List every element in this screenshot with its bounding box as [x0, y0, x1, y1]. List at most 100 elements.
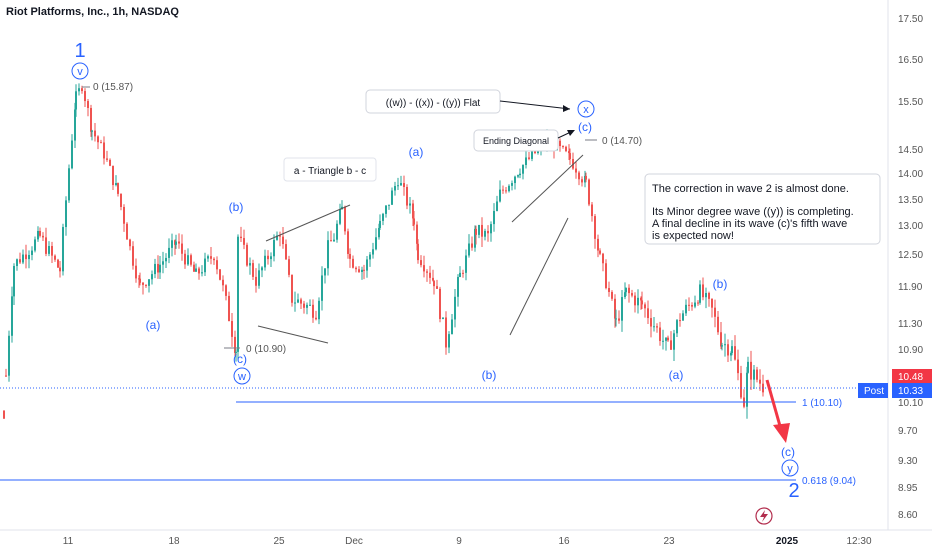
candle-body — [631, 293, 633, 296]
candle-body — [282, 236, 284, 245]
candle-body — [756, 369, 758, 380]
candle-body — [162, 261, 164, 265]
note-line-3: A final decline in its wave (c)'s fifth … — [652, 218, 847, 230]
wave-label-c1: (c) — [233, 352, 247, 366]
candle-body — [210, 256, 212, 259]
candle-body — [115, 183, 117, 186]
candle-body — [731, 346, 733, 353]
candle-body — [97, 136, 99, 143]
candle-body — [126, 223, 128, 240]
candle-body — [54, 255, 56, 260]
wave-label-c2: (c) — [578, 120, 592, 134]
time-axis[interactable]: 11 18 25 Dec 9 16 23 2025 12:30 — [63, 536, 872, 547]
level-9-04-label: 0.618 (9.04) — [802, 476, 856, 487]
candle-body — [372, 249, 374, 255]
price-axis[interactable]: 17.50 16.50 15.50 14.50 14.00 13.50 13.0… — [898, 14, 923, 521]
y-tick-10-90: 10.90 — [898, 345, 923, 356]
candle-body — [106, 158, 108, 160]
candle-body — [717, 316, 719, 333]
candle-body — [91, 130, 93, 132]
candle-body — [129, 239, 131, 247]
flat-callout: ((w)) - ((x)) - ((y)) Flat — [365, 89, 571, 114]
candle-body — [8, 335, 10, 376]
candle-body — [445, 317, 447, 348]
candle-body — [465, 255, 467, 273]
candle-body — [195, 268, 197, 272]
candle-body — [123, 206, 125, 224]
candle-body — [400, 183, 402, 186]
candle-body — [34, 239, 36, 251]
candle-body — [423, 265, 425, 272]
candle-body — [235, 351, 237, 353]
candle-body — [31, 250, 33, 255]
wave-circle-x — [577, 100, 595, 118]
y-tick-17-50: 17.50 — [898, 14, 923, 25]
candle-body — [753, 369, 755, 380]
candle-body — [59, 267, 61, 272]
candle-body — [484, 230, 486, 237]
chart-title: Riot Platforms, Inc., 1h, NASDAQ — [6, 6, 179, 18]
candle-body — [406, 187, 408, 206]
candle-body — [294, 302, 296, 304]
wave-label-a2: (a) — [409, 145, 424, 159]
candle-body — [475, 228, 477, 235]
candle-body — [361, 269, 363, 272]
candle-body — [416, 224, 418, 244]
wave-circle-v — [71, 62, 89, 80]
candle-body — [691, 304, 693, 307]
candle-body — [694, 302, 696, 307]
candle-body — [65, 200, 67, 228]
wave-label-a3: (a) — [669, 368, 684, 382]
wave-circle-y — [781, 459, 799, 477]
candle-body — [237, 236, 239, 352]
candle-body — [142, 282, 144, 285]
candle-body — [621, 297, 623, 321]
candle-body — [511, 183, 513, 186]
candle-body — [352, 258, 354, 268]
candle-body — [667, 337, 669, 341]
note-box — [644, 173, 881, 245]
candle-body — [382, 213, 384, 221]
wave-label-b1: (b) — [229, 200, 244, 214]
candle-body — [588, 179, 590, 205]
candle-body — [285, 244, 287, 260]
level-15-87-label: 0 (15.87) — [93, 82, 133, 93]
candle-body — [378, 227, 380, 238]
y-tick-13-00: 13.00 — [898, 221, 923, 232]
candle-body — [288, 259, 290, 275]
candle-body — [578, 172, 580, 180]
candle-body — [708, 292, 710, 299]
wave-labels: 1 v (b) (a) (c) w (a) (b) x (c) (a) (b) … — [71, 40, 800, 502]
candle-body — [19, 259, 21, 263]
candle-body — [315, 317, 317, 320]
candle-body — [734, 346, 736, 360]
candle-body — [71, 140, 73, 169]
candle-body — [656, 326, 658, 328]
y-tick-8-95: 8.95 — [898, 483, 918, 494]
candle-body — [487, 230, 489, 234]
candle-body — [650, 318, 652, 327]
candle-body — [252, 263, 254, 277]
candle-body — [618, 318, 620, 321]
candle-body — [641, 300, 643, 305]
candle-body — [459, 272, 461, 278]
y-tick-16-50: 16.50 — [898, 55, 923, 66]
candle-body — [451, 319, 453, 335]
lightning-icon[interactable] — [755, 507, 773, 525]
diagonal-callout-box — [473, 129, 559, 152]
candle-body — [39, 230, 41, 236]
candle-body — [673, 333, 675, 350]
candle-body — [145, 284, 147, 286]
candle-body — [51, 246, 53, 256]
candle-body — [168, 247, 170, 258]
candle-body — [665, 337, 667, 341]
candle-body — [647, 308, 649, 319]
candle-body — [135, 265, 137, 279]
candle-body — [243, 238, 245, 245]
y-tick-8-60: 8.60 — [898, 510, 918, 521]
candle-body — [474, 228, 476, 248]
candle-body — [605, 263, 607, 289]
candle-body — [333, 239, 335, 242]
x-tick-12-30: 12:30 — [846, 536, 871, 547]
